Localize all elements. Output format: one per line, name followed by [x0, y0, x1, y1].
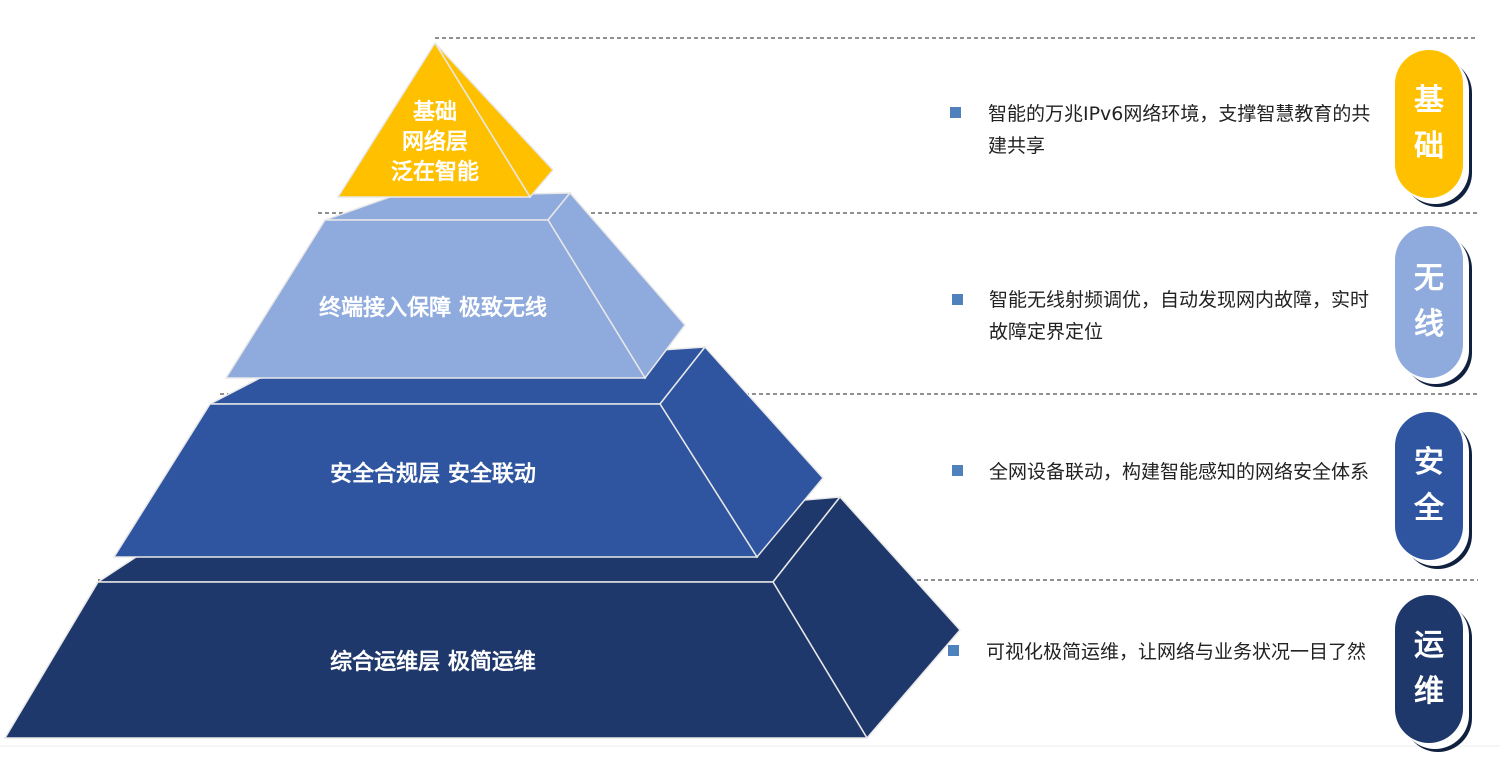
bullet-icon	[952, 294, 963, 305]
badge-operations: 运维	[1395, 595, 1463, 743]
badge-char: 无	[1414, 261, 1444, 296]
layer-2-front-face	[224, 219, 647, 379]
layer-1-front-face	[336, 41, 532, 198]
bullet-icon	[952, 465, 963, 476]
badge-foundation: 基础	[1395, 50, 1463, 198]
badge-char: 线	[1414, 307, 1444, 342]
badge-char: 全	[1414, 491, 1444, 526]
badge-char: 安	[1414, 445, 1444, 480]
badge-char: 基	[1414, 83, 1444, 118]
badge-char: 础	[1414, 129, 1444, 164]
layer-3-front-face	[112, 403, 759, 558]
layer-3-label: 安全合规层 安全联动	[330, 462, 536, 487]
layer-1-label-line: 基础	[412, 100, 457, 125]
layer-2-description: 智能无线射频调优，自动发现网内故障，实时故障定界定位	[989, 289, 1370, 343]
layer-2-label: 终端接入保障 极致无线	[319, 296, 547, 321]
layer-1-label-line: 网络层	[401, 130, 468, 155]
layer-1-description: 智能的万兆IPv6网络环境，支撑智慧教育的共建共享	[988, 103, 1371, 157]
layer-4-front-face	[3, 581, 869, 739]
bullet-icon	[950, 107, 961, 118]
layer-4-description: 可视化极简运维，让网络与业务状况一目了然	[986, 641, 1367, 663]
badge-char: 运	[1414, 628, 1444, 663]
badge-char: 维	[1414, 674, 1444, 709]
badge-security: 安全	[1395, 412, 1463, 560]
bullet-icon	[948, 645, 959, 656]
layer-3-description: 全网设备联动，构建智能感知的网络安全体系	[989, 461, 1370, 483]
layer-4-label: 综合运维层 极简运维	[330, 650, 536, 675]
layer-1-label-line: 泛在智能	[390, 160, 479, 185]
badge-wireless: 无线	[1395, 226, 1463, 378]
layer-1-label: 基础 网络层 泛在智能	[360, 98, 510, 188]
